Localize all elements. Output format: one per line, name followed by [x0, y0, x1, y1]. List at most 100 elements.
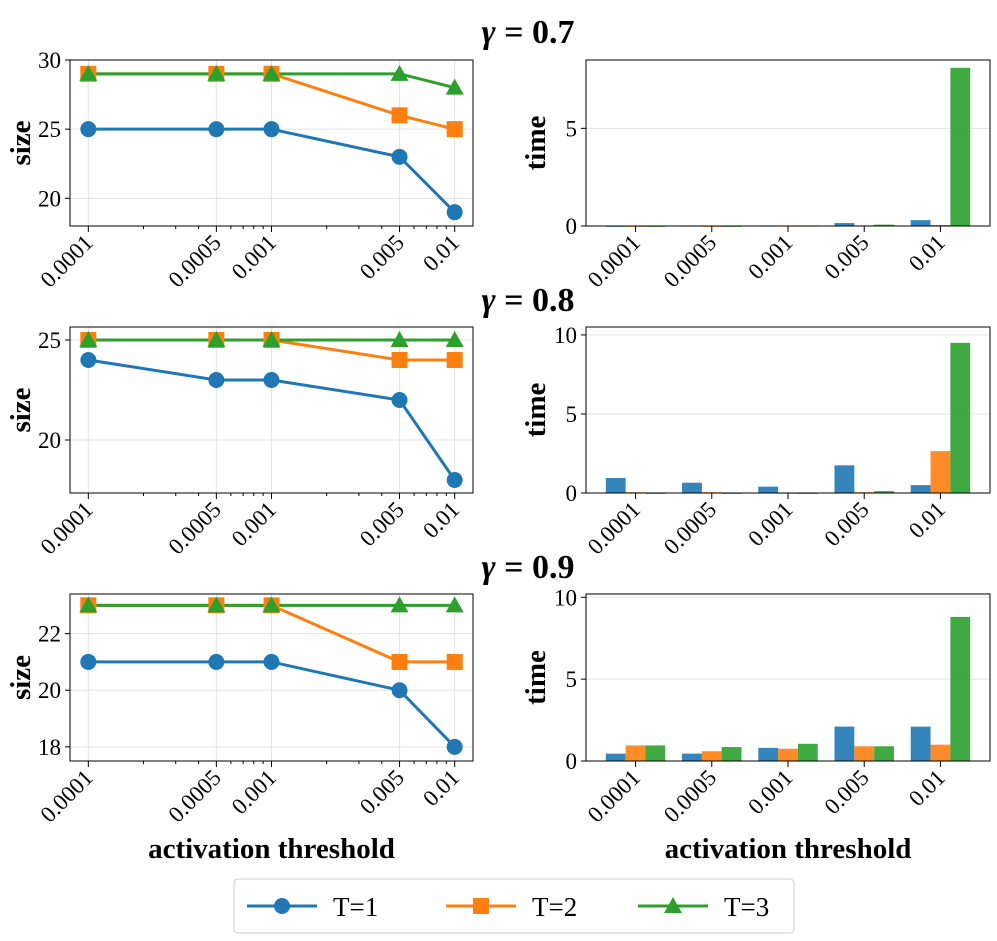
bar-T=1	[605, 477, 626, 493]
data-point-T=1	[80, 121, 97, 138]
x-tick-label: 0.0001	[583, 230, 645, 292]
y-tick-label: 10	[554, 585, 577, 610]
y-tick-label: 5	[566, 667, 578, 692]
data-point-T=1	[208, 653, 225, 670]
bar-T=1	[682, 482, 702, 493]
y-tick-label: 20	[38, 428, 61, 453]
bar-T=1	[834, 726, 855, 761]
bar-T=1	[834, 223, 855, 226]
data-point-T=3	[207, 64, 226, 81]
x-axis-label: activation threshold	[665, 833, 912, 865]
x-tick-label: 0.0001	[583, 497, 645, 559]
data-point-T=3	[390, 331, 409, 347]
x-tick-label: 0.01	[418, 497, 464, 543]
x-tick-label: 0.01	[904, 230, 950, 276]
bar-T=3	[721, 747, 742, 761]
data-point-T=1	[80, 653, 97, 670]
bar-T=3	[874, 746, 894, 761]
bar-T=2	[930, 744, 951, 761]
bar-T=1	[758, 747, 779, 761]
y-tick-label: 25	[38, 328, 61, 353]
data-point-T=3	[445, 78, 464, 95]
bar-T=2	[701, 751, 722, 761]
bar-T=3	[874, 224, 894, 226]
panel-title: γ = 0.7	[481, 14, 574, 51]
x-tick-label: 0.0001	[35, 230, 97, 292]
gamma-0.8-time: 0 5 10 0.0001 0.0005 0.001 0.005 0.01 time	[520, 323, 991, 559]
x-tick-label: 0.0001	[583, 765, 645, 827]
data-point-T=1	[208, 121, 225, 138]
data-point-T=1	[391, 682, 408, 699]
data-point-T=3	[262, 596, 281, 613]
data-point-T=2	[391, 107, 408, 124]
y-tick-label: 25	[38, 117, 61, 142]
data-point-T=3	[79, 596, 98, 613]
data-point-T=1	[263, 121, 280, 138]
x-tick-label: 0.01	[904, 497, 950, 543]
data-point-T=3	[79, 64, 98, 81]
plot-frame	[585, 59, 991, 227]
legend-entry-T=2: T=2	[446, 892, 577, 922]
x-tick-label: 0.0005	[163, 230, 225, 292]
y-tick-label: 18	[38, 735, 61, 760]
legend-label: T=1	[333, 892, 378, 922]
y-tick-label: 0	[566, 749, 578, 774]
x-tick-label: 0.001	[227, 230, 281, 284]
x-tick-label: 0.01	[904, 765, 950, 811]
legend-entry-T=1: T=1	[247, 892, 378, 922]
bar-T=3	[645, 745, 666, 761]
x-tick-label: 0.01	[418, 230, 464, 276]
data-point-T=1	[446, 472, 463, 488]
x-tick-label: 0.01	[418, 765, 464, 811]
panel-title: γ = 0.8	[481, 282, 574, 319]
gamma-0.9-size: 18 20 22 0.0001 0.0005 0.001 0.005 0.01 size acti…	[5, 549, 575, 865]
data-point-T=1	[80, 352, 97, 368]
gamma-0.9-time: 0 5 10 0.0001 0.0005 0.001 0.005 0.01 time activa…	[520, 585, 991, 865]
data-point-T=1	[208, 372, 225, 388]
data-point-T=1	[263, 653, 280, 670]
x-tick-label: 0.0005	[659, 497, 721, 559]
y-tick-label: 22	[38, 622, 61, 647]
x-tick-label: 0.001	[743, 230, 797, 284]
bar-T=2	[778, 748, 798, 761]
y-tick-label: 0	[566, 481, 578, 506]
data-point-T=3	[390, 596, 409, 613]
y-tick-label: 10	[554, 323, 577, 348]
title-value: = 0.7	[496, 14, 575, 51]
legend-marker	[664, 897, 682, 913]
legend-marker	[274, 898, 290, 914]
data-point-T=2	[391, 352, 408, 368]
data-point-T=2	[446, 352, 463, 368]
bar-T=1	[910, 220, 931, 226]
x-tick-label: 0.005	[819, 230, 873, 284]
data-point-T=3	[207, 331, 226, 347]
bar-T=1	[834, 465, 855, 493]
x-tick-label: 0.0005	[163, 765, 225, 827]
bar-T=1	[605, 753, 626, 761]
legend-marker	[473, 898, 489, 914]
bar-T=3	[797, 743, 818, 761]
bar-T=1	[910, 485, 931, 493]
y-tick-label: 0	[566, 214, 578, 239]
data-point-T=3	[445, 331, 464, 347]
title-value: = 0.9	[496, 549, 575, 586]
data-point-T=2	[446, 121, 463, 138]
plot-frame	[585, 326, 991, 494]
y-tick-label: 5	[566, 402, 578, 427]
legend: T=1 T=2 T=3	[233, 878, 795, 934]
legend-entry-T=3: T=3	[638, 892, 769, 922]
bar-T=1	[758, 486, 779, 493]
y-tick-label: 5	[566, 116, 578, 141]
data-point-T=3	[390, 64, 409, 81]
x-axis-label: activation threshold	[148, 833, 395, 865]
x-tick-label: 0.005	[355, 497, 409, 551]
data-point-T=1	[446, 738, 463, 755]
data-point-T=1	[391, 148, 408, 165]
bar-T=3	[950, 67, 971, 226]
data-point-T=2	[446, 653, 463, 670]
y-axis-label: time	[520, 383, 552, 438]
y-axis-label: size	[5, 655, 37, 700]
x-tick-label: 0.001	[227, 497, 281, 551]
y-tick-label: 20	[38, 678, 61, 703]
data-point-T=1	[446, 204, 463, 221]
